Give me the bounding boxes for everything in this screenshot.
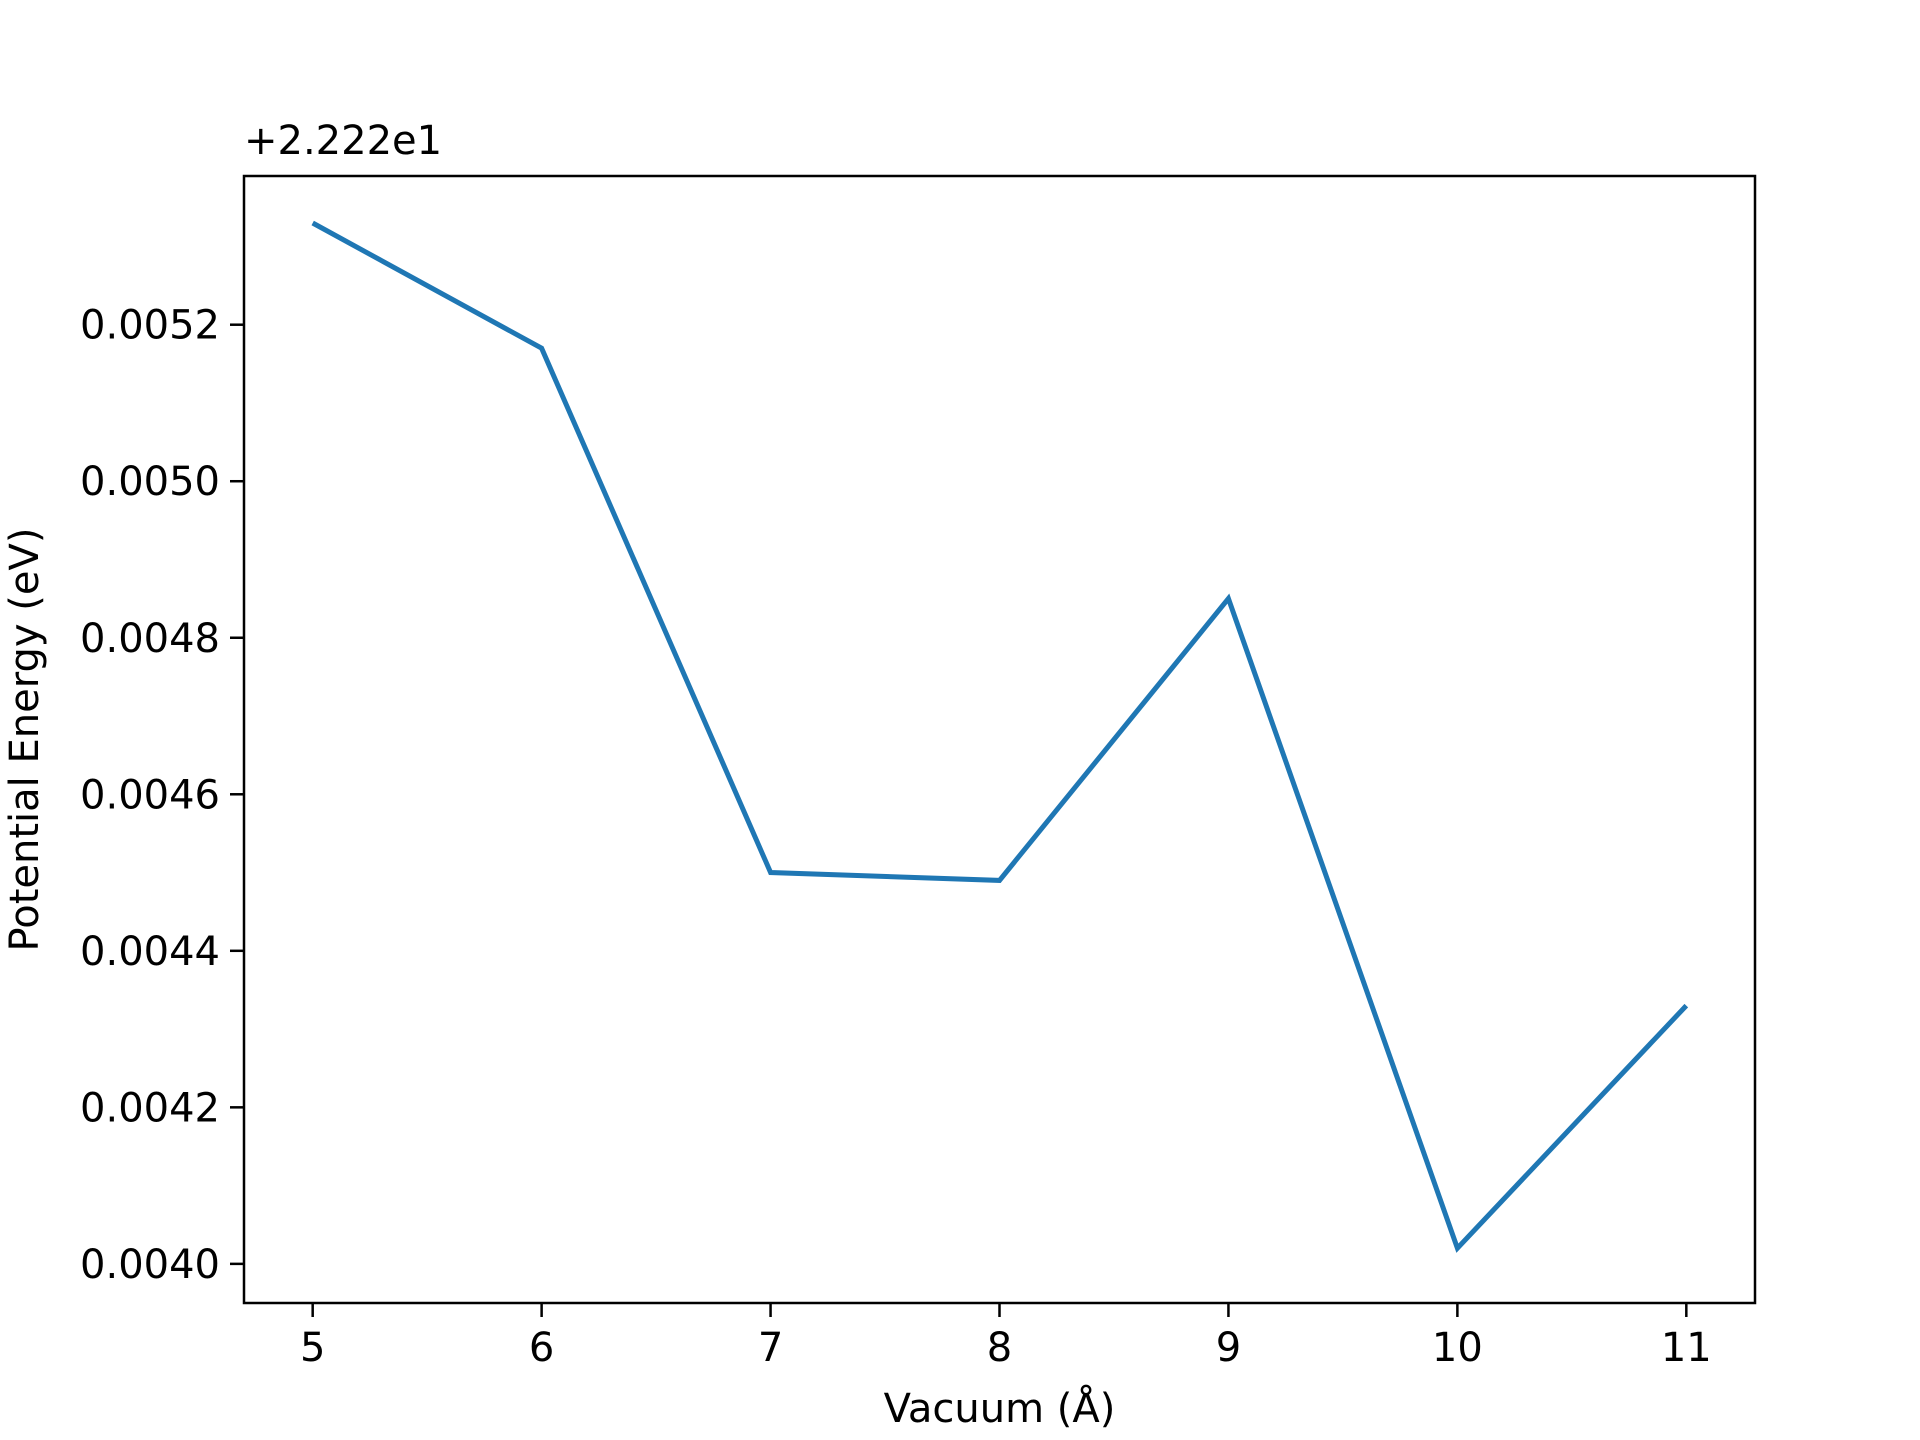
series-line: [311, 220, 1689, 1253]
y-tick-label: 0.0040: [80, 1242, 220, 1288]
x-tick-label: 7: [758, 1325, 783, 1371]
y-axis-ticks: 0.0040 0.0042 0.0044 0.0046 0.0048 0.0050 0.00…: [80, 303, 244, 1288]
x-tick-label: 9: [1216, 1325, 1241, 1371]
x-axis-label: Vacuum (Å): [884, 1384, 1116, 1432]
y-tick-label: 0.0052: [80, 303, 220, 349]
x-tick-label: 8: [987, 1325, 1012, 1371]
axes-frame: [242, 174, 1757, 1305]
y-tick-label: 0.0050: [80, 459, 220, 505]
x-tick-label: 6: [529, 1325, 554, 1371]
x-tick-label: 5: [300, 1325, 325, 1371]
plot-area: [311, 220, 1689, 1253]
x-tick-label: 10: [1432, 1325, 1483, 1371]
y-offset-label: +2.222e1: [244, 118, 442, 164]
y-tick-label: 0.0046: [80, 772, 220, 818]
y-tick-label: 0.0048: [80, 616, 220, 662]
y-tick-label: 0.0044: [80, 929, 220, 975]
x-axis-ticks: 5 6 7 8 9 10 11: [300, 1303, 1712, 1371]
y-tick-label: 0.0042: [80, 1085, 220, 1131]
y-axis-label: Potential Energy (eV): [2, 528, 48, 952]
x-tick-label: 11: [1661, 1325, 1712, 1371]
